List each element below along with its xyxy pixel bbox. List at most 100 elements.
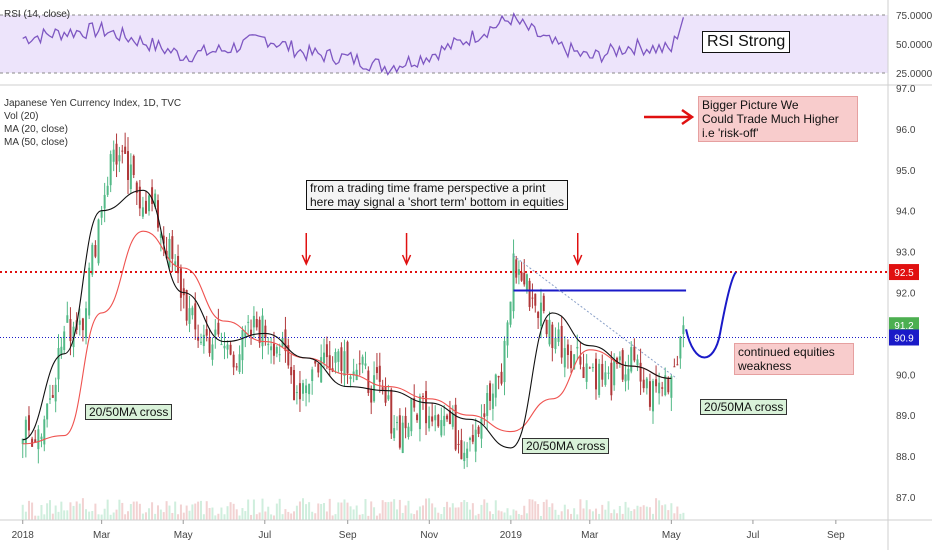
- candle-body: [311, 369, 314, 382]
- volume-bar: [554, 509, 557, 520]
- candle-body: [613, 360, 616, 386]
- volume-bar: [664, 504, 667, 520]
- candle-body: [138, 186, 141, 209]
- candle-body: [325, 344, 328, 358]
- volume-bar: [585, 500, 588, 520]
- volume-bar: [334, 514, 337, 520]
- volume-bar: [81, 498, 84, 520]
- candle-body: [148, 195, 151, 212]
- volume-bar: [185, 505, 188, 520]
- volume-bar: [159, 509, 162, 520]
- volume-bar: [370, 501, 373, 520]
- volume-bar: [226, 506, 229, 520]
- candle-body: [528, 280, 531, 307]
- volume-bar: [645, 506, 648, 520]
- candle-body: [491, 393, 494, 409]
- drawings: [0, 108, 888, 379]
- volume-bar: [220, 507, 223, 520]
- candle-body: [100, 210, 103, 218]
- volume-bar: [457, 507, 460, 520]
- cross-label: 20/50MA cross: [85, 404, 173, 420]
- rsi-label: RSI (14, close): [4, 9, 71, 20]
- candle-body: [418, 396, 421, 430]
- rsi-line: [22, 12, 685, 76]
- candle-body: [390, 389, 393, 434]
- volume-bar: [548, 507, 551, 520]
- volume-bar: [171, 512, 174, 520]
- volume-bar: [503, 512, 506, 520]
- volume-bar: [109, 514, 112, 520]
- candle-body: [375, 367, 378, 374]
- volume-bar: [534, 501, 537, 520]
- candle-body: [428, 415, 431, 429]
- volume-bar: [317, 503, 320, 520]
- volume-bar: [31, 502, 34, 520]
- volume-bar: [162, 512, 165, 520]
- candle-body: [238, 354, 241, 373]
- candle-body: [361, 356, 364, 365]
- rsi-strong-note: RSI Strong: [702, 31, 791, 53]
- price-badge-label: 91.2: [894, 321, 914, 332]
- legend-ma20: MA (20, close): [4, 124, 68, 135]
- candle-body: [205, 329, 208, 336]
- volume-bar: [398, 499, 401, 520]
- candle-body: [407, 426, 410, 437]
- volume-bar: [258, 512, 261, 520]
- candle-body: [252, 315, 255, 328]
- candle-body: [211, 344, 214, 360]
- candle-body: [132, 155, 135, 176]
- continued-weakness-note: continued equities weakness: [734, 343, 854, 375]
- ma20-line: [22, 189, 672, 449]
- volume-bar: [197, 501, 200, 520]
- volume-bar: [284, 509, 287, 520]
- candle-body: [658, 382, 661, 394]
- volume-bar: [331, 515, 334, 520]
- volume-bar: [141, 513, 144, 520]
- volume-bar: [618, 505, 621, 520]
- candle-body: [560, 325, 563, 358]
- legend-ma50: MA (50, close): [4, 137, 68, 148]
- volume-bar: [446, 501, 449, 520]
- candle-body: [579, 356, 582, 365]
- moving-averages: [22, 189, 672, 449]
- volume-bar: [121, 502, 124, 520]
- rsi-legend: RSI (14, close): [4, 8, 70, 21]
- cross-label-text: 20/50MA cross: [89, 405, 169, 419]
- candle-body: [477, 426, 480, 434]
- candle-body: [576, 346, 579, 349]
- volume-bar: [255, 514, 258, 520]
- down-arrow-head: [573, 254, 583, 266]
- volume-bar: [410, 513, 413, 520]
- volume-bar: [323, 503, 326, 520]
- candle-body: [474, 429, 477, 452]
- candle-body: [295, 392, 298, 394]
- volume-bar: [75, 501, 78, 520]
- candle-body: [393, 428, 396, 439]
- volume-bar: [132, 501, 135, 520]
- y-tick-label: 94.0: [896, 207, 916, 218]
- volume-bar: [124, 514, 127, 520]
- candle-body: [141, 207, 144, 217]
- volume-bar: [655, 498, 658, 520]
- volume-bar: [471, 503, 474, 520]
- volume-bar: [557, 514, 560, 520]
- volume-bar: [454, 507, 457, 520]
- candle-body: [582, 366, 585, 379]
- candle-body: [636, 359, 639, 366]
- x-tick-label: Sep: [827, 530, 845, 541]
- y-tick-label: 92.0: [896, 289, 916, 300]
- candle-body: [191, 307, 194, 316]
- candle-body: [168, 239, 171, 268]
- candle-body: [557, 329, 560, 342]
- candle-body: [66, 315, 69, 323]
- candle-body: [293, 370, 296, 401]
- candle-body: [486, 393, 489, 416]
- volume-bar: [37, 515, 40, 520]
- candle-body: [121, 150, 124, 152]
- candle-body: [642, 379, 645, 389]
- price-badge: [889, 329, 919, 346]
- candle-body: [531, 297, 534, 299]
- cross-label-text: 20/50MA cross: [704, 400, 784, 414]
- volume-bar: [217, 513, 220, 520]
